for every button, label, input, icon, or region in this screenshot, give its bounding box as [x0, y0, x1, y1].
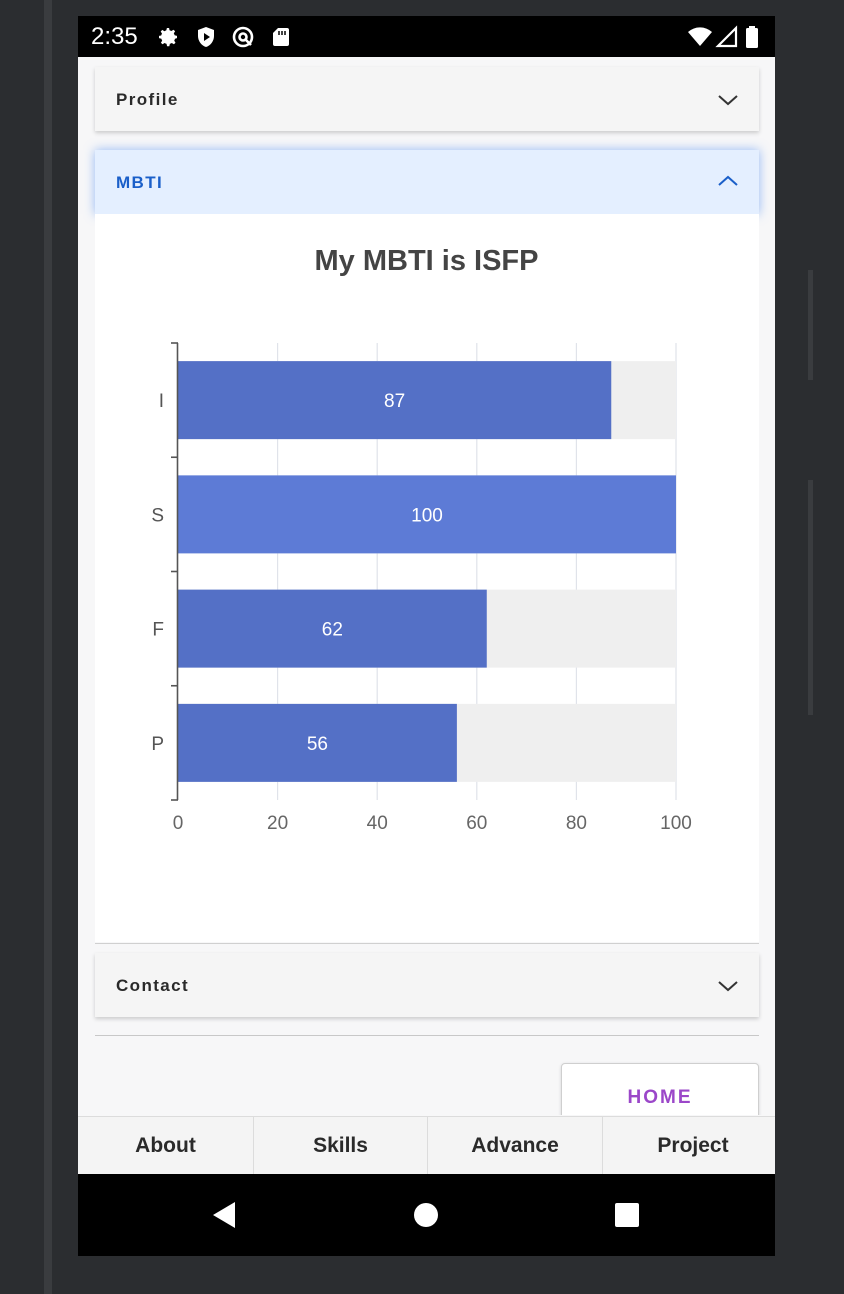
nav-separator — [253, 1117, 254, 1175]
recents-square-icon[interactable] — [614, 1202, 640, 1228]
chevron-down-icon — [718, 95, 738, 106]
accordion-mbti-body — [95, 214, 759, 942]
chevron-up-icon — [718, 175, 738, 186]
cell-signal-icon — [715, 25, 738, 48]
phone-screen: 2:35 Profile — [78, 16, 775, 1256]
shield-play-icon — [198, 27, 214, 47]
nav-separator — [602, 1117, 603, 1175]
home-button[interactable]: HOME — [561, 1063, 759, 1115]
nav-skills-button[interactable]: Skills — [313, 1134, 368, 1157]
accordion-contact-label: Contact — [116, 976, 190, 995]
battery-icon — [746, 26, 758, 48]
divider — [95, 943, 759, 944]
chart-title: My MBTI is ISFP — [314, 245, 539, 277]
nav-about-button[interactable]: About — [135, 1134, 196, 1157]
accordion-profile[interactable]: Profile — [95, 67, 759, 131]
accordion-contact[interactable]: Contact — [95, 953, 759, 1017]
home-circle-icon[interactable] — [413, 1202, 439, 1228]
status-bar: 2:35 — [78, 16, 775, 57]
gear-icon — [159, 28, 177, 47]
at-sign-icon — [232, 26, 254, 48]
accordion-mbti-label: MBTI — [116, 173, 164, 192]
divider — [95, 1035, 759, 1036]
device-power-button — [808, 270, 813, 380]
device-frame-edge — [44, 0, 52, 1294]
accordion-mbti[interactable]: MBTI — [95, 150, 759, 214]
nav-separator — [427, 1117, 428, 1175]
home-button-label: HOME — [627, 1087, 693, 1108]
page-content: Profile MBTI My MBTI is ISFP 87 I 100 S 62 F 5… — [78, 57, 775, 1115]
status-time: 2:35 — [91, 23, 138, 50]
nav-project-button[interactable]: Project — [657, 1134, 729, 1157]
accordion-profile-label: Profile — [116, 90, 179, 109]
system-nav-bar — [78, 1174, 775, 1256]
nav-advance-button[interactable]: Advance — [471, 1134, 559, 1157]
wifi-icon — [688, 27, 712, 46]
back-triangle-icon[interactable] — [211, 1201, 237, 1229]
sd-card-icon — [273, 28, 289, 46]
bottom-nav: About Skills Advance Project — [78, 1116, 775, 1175]
chevron-down-icon — [718, 981, 738, 992]
device-volume-button — [808, 480, 813, 715]
